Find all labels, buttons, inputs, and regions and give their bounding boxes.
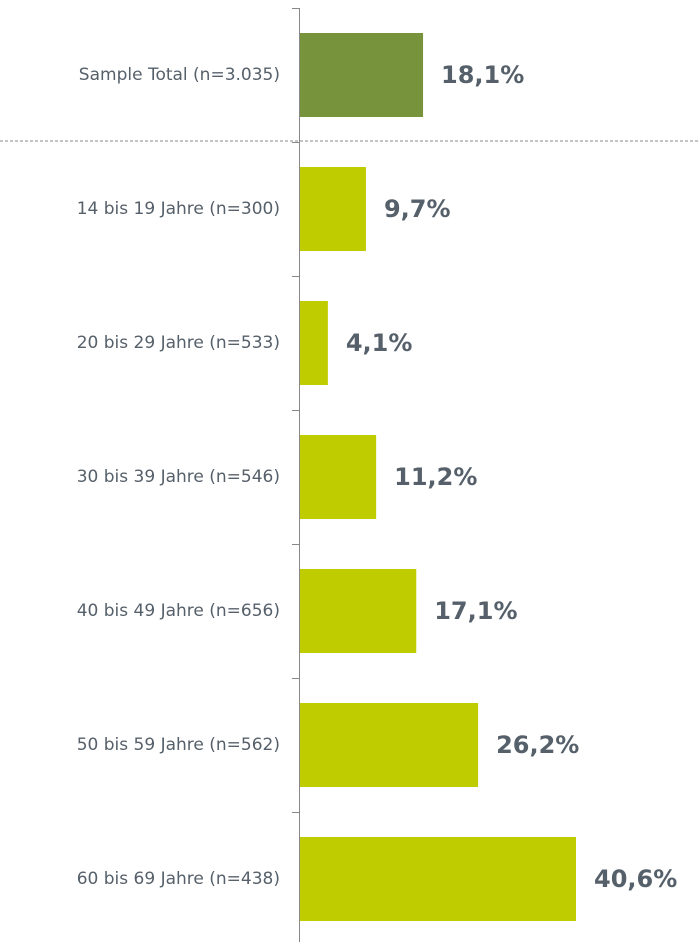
category-label: 30 bis 39 Jahre (n=546) [77, 467, 280, 487]
value-label: 26,2% [496, 731, 579, 759]
category-label: 60 bis 69 Jahre (n=438) [77, 869, 280, 889]
bar [300, 33, 424, 117]
bar [300, 837, 576, 921]
value-label: 4,1% [346, 329, 413, 357]
category-label: 20 bis 29 Jahre (n=533) [77, 333, 280, 353]
bar [300, 703, 479, 787]
value-label: 9,7% [384, 195, 451, 223]
value-label: 11,2% [394, 463, 477, 491]
category-label: 50 bis 59 Jahre (n=562) [77, 735, 280, 755]
category-label: Sample Total (n=3.035) [79, 65, 280, 85]
bar [300, 435, 377, 519]
bar [300, 301, 328, 385]
category-label: 40 bis 49 Jahre (n=656) [77, 601, 280, 621]
value-label: 17,1% [434, 597, 517, 625]
bar [300, 569, 417, 653]
value-label: 18,1% [441, 61, 524, 89]
value-label: 40,6% [594, 865, 677, 893]
category-label: 14 bis 19 Jahre (n=300) [77, 199, 280, 219]
bar [300, 167, 366, 251]
